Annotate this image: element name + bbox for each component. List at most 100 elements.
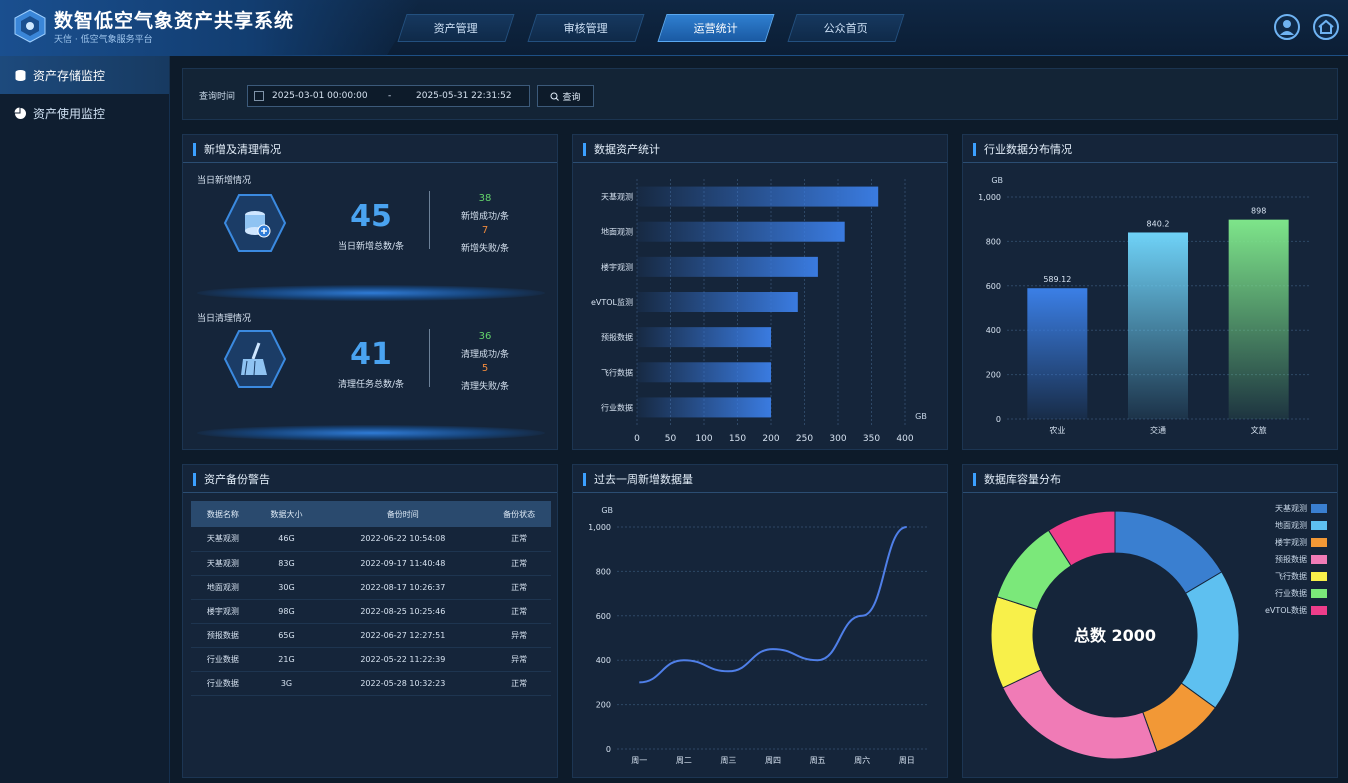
bar[interactable] (637, 221, 845, 242)
category-label: 文旅 (1251, 425, 1267, 435)
cell-name: 行业数据 (191, 647, 255, 672)
sidebar-item-usage-monitor[interactable]: 资产使用监控 (0, 94, 169, 132)
panel-asset-stats: 数据资产统计 0 50 100 150 200 250 300 350 400 GB 天基观测 地面观… (572, 134, 948, 450)
bar[interactable] (1128, 232, 1188, 419)
nav-review-management[interactable]: 审核管理 (527, 14, 645, 42)
clean-section-label: 当日清理情况 (197, 314, 252, 324)
cell-status: 正常 (487, 527, 551, 552)
cell-time: 2022-05-22 11:22:39 (318, 647, 488, 672)
tick-label: 0 (606, 745, 611, 754)
divider (429, 329, 430, 387)
axis-unit: GB (991, 176, 1003, 185)
tick-label: 100 (695, 434, 712, 444)
legend-label: 行业数据 (1275, 589, 1307, 598)
tick-label: 50 (665, 434, 677, 444)
app-subtitle: 天信 · 低空气象服务平台 (54, 35, 153, 45)
data-label: 840.2 (1147, 219, 1170, 228)
legend-item[interactable]: 天基观测 (1275, 503, 1327, 514)
legend-label: 预报数据 (1275, 555, 1307, 564)
data-label: 898 (1251, 207, 1266, 216)
user-icon[interactable] (1274, 14, 1300, 40)
axis-unit: GB (601, 506, 613, 515)
table-row[interactable]: 行业数据 3G 2022-05-28 10:32:23 正常 (191, 671, 551, 696)
capacity-donut-chart: 总数 2000 (990, 510, 1240, 760)
panel-title: 数据资产统计 (583, 143, 660, 156)
category-label: 交通 (1150, 425, 1166, 435)
nav-label: 资产管理 (433, 22, 478, 35)
cell-time: 2022-06-22 10:54:08 (318, 527, 488, 552)
table-row[interactable]: 天基观测 83G 2022-09-17 11:40:48 正常 (191, 551, 551, 576)
category-label: 预报数据 (601, 332, 633, 342)
category-label: 天基观测 (601, 192, 633, 202)
cell-status: 正常 (487, 599, 551, 624)
legend-item[interactable]: eVTOL数据 (1265, 605, 1327, 616)
legend-swatch (1311, 555, 1327, 564)
date-range-input[interactable]: 2025-03-01 00:00:00 - 2025-05-31 22:31:5… (247, 85, 530, 107)
bar[interactable] (637, 327, 771, 348)
cell-status: 正常 (487, 575, 551, 600)
tick-label: 1,000 (978, 193, 1001, 202)
table-row[interactable]: 预报数据 65G 2022-06-27 12:27:51 异常 (191, 623, 551, 648)
cell-time: 2022-09-17 11:40:48 (318, 551, 488, 576)
add-total-caption: 当日新增总数/条 (337, 242, 405, 252)
cell-size: 98G (254, 599, 319, 624)
tick-label: 400 (596, 656, 611, 665)
cell-name: 行业数据 (191, 671, 255, 696)
bar[interactable] (1027, 288, 1088, 419)
divider (573, 492, 947, 493)
cell-name: 天基观测 (191, 527, 255, 552)
logo-icon (14, 9, 46, 43)
legend-item[interactable]: 飞行数据 (1275, 571, 1327, 582)
cell-status: 正常 (487, 671, 551, 696)
bar[interactable] (637, 186, 879, 207)
main-content: 查询时间 2025-03-01 00:00:00 - 2025-05-31 22… (180, 68, 1340, 783)
tick-label: 400 (986, 326, 1001, 335)
bar[interactable] (637, 397, 771, 418)
panel-add-clean: 新增及清理情况 当日新增情况 45 当日新增总数/条 38 新增成功/条 7 新… (182, 134, 558, 450)
nav-label: 运营统计 (693, 22, 738, 35)
legend-item[interactable]: 楼宇观测 (1275, 537, 1327, 548)
donut-slice[interactable] (1180, 571, 1240, 709)
add-ok-value: 38 (478, 193, 492, 204)
table-row[interactable]: 行业数据 21G 2022-05-22 11:22:39 异常 (191, 647, 551, 672)
category-label: 周三 (720, 756, 736, 765)
legend-item[interactable]: 预报数据 (1275, 554, 1327, 565)
col-header: 数据名称 (191, 501, 255, 527)
legend-item[interactable]: 地面观测 (1275, 520, 1327, 531)
category-label: 楼宇观测 (601, 262, 633, 272)
bar[interactable] (1228, 219, 1289, 419)
tick-label: 600 (596, 612, 611, 621)
sidebar-item-storage-monitor[interactable]: 资产存储监控 (0, 56, 169, 94)
bar[interactable] (637, 362, 771, 383)
cell-name: 地面观测 (191, 575, 255, 600)
nav-operation-stats[interactable]: 运营统计 (657, 14, 775, 42)
table-row[interactable]: 楼宇观测 98G 2022-08-25 10:25:46 正常 (191, 599, 551, 624)
series-line[interactable] (639, 526, 907, 684)
query-button[interactable]: 查询 (537, 85, 594, 107)
nav-asset-management[interactable]: 资产管理 (397, 14, 515, 42)
legend-label: 地面观测 (1275, 521, 1307, 530)
bar[interactable] (637, 292, 798, 312)
legend-item[interactable]: 行业数据 (1275, 588, 1327, 599)
tick-label: 200 (596, 701, 611, 710)
database-add-icon (223, 194, 287, 252)
donut-slice[interactable] (1047, 510, 1116, 567)
backup-table: 数据名称 数据大小 备份时间 备份状态 天基观测 46G 2022-06-22 … (191, 501, 551, 696)
table-row[interactable]: 天基观测 46G 2022-06-22 10:54:08 正常 (191, 527, 551, 552)
add-ok-caption: 新增成功/条 (460, 212, 510, 222)
legend-swatch (1311, 504, 1327, 513)
cell-time: 2022-05-28 10:32:23 (318, 671, 488, 696)
query-button-label: 查询 (562, 92, 581, 103)
table-row[interactable]: 地面观测 30G 2022-08-17 10:26:37 正常 (191, 575, 551, 600)
clean-fail-value: 5 (481, 363, 489, 374)
nav-public-home[interactable]: 公众首页 (787, 14, 905, 42)
tick-label: 250 (796, 434, 813, 444)
pie-icon (14, 107, 26, 119)
bar[interactable] (637, 256, 818, 277)
panel-backup-warning: 资产备份警告 数据名称 数据大小 备份时间 备份状态 天基观测 46G 2022… (182, 464, 558, 778)
donut-slice[interactable] (1002, 669, 1158, 760)
cell-name: 天基观测 (191, 551, 255, 576)
sidebar-item-label: 资产存储监控 (33, 68, 106, 83)
clean-total-caption: 清理任务总数/条 (337, 380, 405, 390)
home-icon[interactable] (1313, 14, 1339, 40)
